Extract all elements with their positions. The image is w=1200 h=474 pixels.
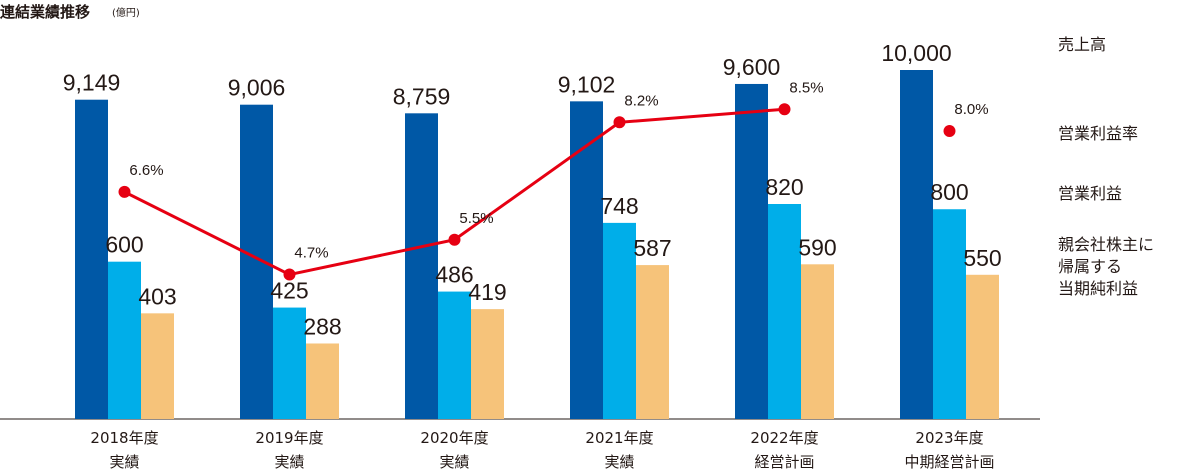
bar-label-net-income-1: 288 [303, 313, 341, 339]
bar-operating-profit-2 [438, 291, 471, 419]
operating-margin-line [123, 107, 785, 277]
ratio-line-layer [118, 103, 956, 281]
bar-label-operating-profit-0: 600 [105, 232, 143, 258]
chart-title: 連結業績推移 [0, 3, 90, 21]
bar-label-operating-profit-2: 486 [435, 262, 473, 288]
category-label-0-line-0: 2018年度 [90, 429, 158, 447]
operating-margin-point-1 [283, 268, 296, 281]
bar-net-income-5 [966, 274, 999, 419]
category-label-3-line-0: 2021年度 [585, 429, 653, 447]
bar-sales-2 [405, 113, 438, 419]
bar-net-income-2 [471, 309, 504, 419]
bar-operating-profit-4 [768, 204, 801, 419]
bar-operating-profit-5 [933, 209, 966, 419]
legend-net-income-line-1: 帰属する [1058, 257, 1122, 276]
bar-net-income-4 [801, 264, 834, 419]
bar-sales-4 [735, 83, 768, 420]
bar-label-net-income-2: 419 [468, 279, 506, 305]
operating-margin-point-5 [943, 125, 956, 137]
operating-margin-point-4 [778, 103, 791, 116]
operating-margin-label-2: 5.5% [459, 210, 493, 227]
bars-layer [75, 70, 999, 420]
bar-net-income-0 [141, 313, 174, 419]
bar-net-income-1 [306, 343, 339, 419]
category-label-1-line-1: 実績 [274, 453, 304, 471]
bar-label-net-income-3: 587 [633, 235, 671, 261]
labels-layer: 9,149 9,006 8,759 9,102 9,600 10,000 600 425 486… [63, 40, 1002, 471]
bar-label-operating-profit-3: 748 [600, 193, 638, 219]
bar-label-sales-3: 9,102 [558, 71, 616, 97]
operating-margin-label-3: 8.2% [624, 92, 658, 109]
category-label-0-line-1: 実績 [109, 453, 139, 471]
bar-sales-0 [75, 99, 108, 420]
legend-net-income-line-2: 当期純利益 [1058, 279, 1138, 298]
bar-sales-1 [240, 104, 273, 419]
bar-label-operating-profit-5: 800 [930, 179, 968, 205]
operating-margin-label-0: 6.6% [129, 162, 163, 179]
bar-label-operating-profit-1: 425 [270, 278, 308, 304]
bar-label-net-income-4: 590 [798, 234, 836, 260]
bar-sales-3 [570, 101, 603, 419]
bar-operating-profit-1 [273, 307, 306, 419]
operating-margin-point-0 [118, 185, 131, 198]
legend-net-income-line-0: 親会社株主に [1058, 235, 1154, 254]
operating-margin-label-4: 8.5% [789, 79, 823, 96]
category-label-4-line-1: 経営計画 [754, 453, 814, 471]
category-label-1-line-0: 2019年度 [255, 429, 323, 447]
category-label-3-line-1: 実績 [604, 453, 634, 471]
operating-margin-label-5: 8.0% [954, 101, 988, 118]
bar-label-net-income-0: 403 [138, 283, 176, 309]
legend-operating-profit: 営業利益 [1058, 184, 1122, 203]
legend-sales: 売上高 [1058, 35, 1106, 54]
category-label-2-line-1: 実績 [439, 453, 469, 471]
bar-label-sales-4: 9,600 [723, 54, 781, 80]
bar-label-sales-0: 9,149 [63, 70, 121, 96]
category-label-2-line-0: 2020年度 [420, 429, 488, 447]
bar-label-sales-1: 9,006 [228, 75, 286, 101]
category-label-5-line-0: 2023年度 [915, 429, 983, 447]
operating-margin-point-2 [448, 233, 461, 246]
operating-margin-point-3 [613, 116, 626, 129]
bar-sales-5 [900, 70, 933, 419]
bar-label-operating-profit-4: 820 [765, 174, 803, 200]
operating-margin-label-1: 4.7% [294, 245, 328, 262]
chart-unit: (億円) [112, 6, 140, 19]
bar-operating-profit-3 [603, 222, 636, 419]
bar-label-net-income-5: 550 [963, 245, 1001, 271]
category-label-4-line-0: 2022年度 [750, 429, 818, 447]
category-label-5-line-1: 中期経営計画 [904, 453, 994, 471]
bar-label-sales-5: 10,000 [881, 40, 951, 66]
bar-net-income-3 [636, 265, 669, 419]
bar-operating-profit-0 [108, 261, 141, 419]
legend-operating-margin: 営業利益率 [1058, 124, 1138, 143]
bar-label-sales-2: 8,759 [393, 83, 451, 109]
